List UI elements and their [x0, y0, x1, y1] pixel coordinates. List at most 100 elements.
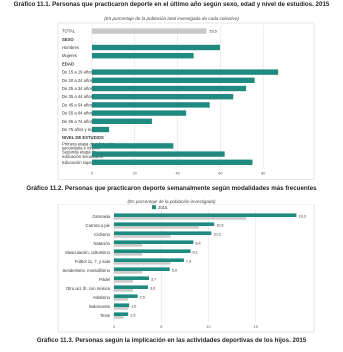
chart2-bar-secondary — [114, 280, 133, 283]
chart1-bar — [92, 118, 152, 124]
chart1-bar — [92, 77, 255, 83]
chart2-bar-secondary — [114, 262, 171, 265]
chart1-subtitle: (En porcentaje de la población total inv… — [104, 16, 239, 21]
chart2-x-tick: 10 — [206, 325, 210, 329]
chart2-value-label: 7,4 — [186, 259, 191, 263]
chart2-category-label: Gimnasia — [92, 214, 110, 219]
chart2-category-label: Fútbol 11, 7, y sala — [75, 259, 111, 264]
chart3-title: Gráfico 11.3. Personas según la implicac… — [36, 337, 307, 344]
chart1-bar — [92, 44, 220, 51]
chart2-bar-2015 — [114, 222, 215, 226]
chart1-bar — [92, 53, 194, 59]
chart1-row-label: NIVEL DE ESTUDIOS — [62, 135, 104, 140]
chart2-value-label: 2,5 — [140, 295, 145, 299]
chart1-x-tick: 40 — [175, 171, 179, 175]
chart1: 0 20 40 60 80 TOTAL 53,5 SEXO Hombres Mujeres EDAD… — [57, 22, 315, 180]
chart2-category-label: Tenis — [100, 313, 110, 318]
chart1-bar — [92, 159, 253, 165]
chart1-row-label: De 20 a 24 años — [62, 78, 93, 83]
chart2-value-label: 10,3 — [213, 232, 220, 236]
chart2-bar-secondary — [114, 271, 143, 274]
chart2-bar-2015 — [114, 285, 149, 289]
chart2-bar-secondary — [114, 217, 247, 220]
chart2-value-label: 8,4 — [195, 241, 200, 245]
chart1-value-label: 53,5 — [209, 30, 216, 34]
chart2-bar-2015 — [114, 312, 129, 316]
chart1-bar — [92, 94, 234, 100]
chart2-bar-2015 — [114, 213, 297, 217]
chart2-bar-2015 — [114, 303, 130, 307]
chart1-row-label: De 25 a 34 años — [62, 86, 93, 91]
chart1-x-tick: 60 — [218, 171, 222, 175]
chart2-category-label: Musculación, culturismo — [65, 250, 110, 255]
chart1-row-label-cont: educación secundaria — [62, 154, 103, 159]
chart1-total-bar — [92, 28, 207, 34]
chart2-category-label: Natación — [93, 241, 110, 246]
chart1-row-label-cont: secundaria e inferior — [62, 146, 101, 151]
chart2-value-label: 8,1 — [193, 250, 198, 254]
chart1-row-label: De 35 a 44 años — [62, 94, 93, 99]
chart2-category-label: Baloncesto — [89, 304, 110, 309]
chart2-value-label: 5,9 — [172, 268, 177, 272]
chart1-title: Gráfico 11.1. Personas que practicaron d… — [13, 1, 330, 8]
chart2-category-label: Otra act. fit. con música — [66, 286, 111, 291]
chart2-bar-secondary — [114, 244, 143, 247]
chart2-bar-secondary — [114, 226, 200, 229]
chart1-row-label: De 65 a 74 años — [62, 119, 93, 124]
chart2-bar-2015 — [114, 249, 191, 253]
chart2-frame — [57, 204, 315, 333]
chart1-row-label: De 55 a 64 años — [62, 111, 93, 116]
chart2-bar-secondary — [114, 316, 124, 319]
chart1-row-label: De 15 a 19 años — [62, 70, 93, 75]
chart1-row-label: De 45 a 54 años — [62, 102, 93, 107]
chart1-bar — [92, 126, 110, 133]
chart2-value-label: 19,3 — [298, 214, 305, 218]
chart1-row-label: TOTAL — [62, 29, 76, 34]
chart2-value-label: 3,6 — [150, 286, 155, 290]
chart2-bar-2015 — [114, 258, 184, 262]
chart2-bar-secondary — [114, 298, 129, 301]
chart2-bar-2015 — [114, 294, 138, 298]
chart2-value-label: 1,5 — [130, 313, 135, 317]
chart2: 0 5 10 15 2015 Gimnasia 19,3 Carrera a pie 10,6 C… — [57, 204, 315, 333]
chart2-category-label: Pádel — [99, 277, 110, 282]
chart1-bar — [92, 85, 247, 92]
chart1-bar — [92, 151, 225, 157]
chart1-row-label: Primera etapa de educación — [62, 141, 115, 146]
chart1-frame — [57, 22, 315, 180]
chart1-x-tick: 0 — [91, 171, 93, 175]
chart2-category-label: Senderismo, montañismo — [63, 268, 111, 273]
chart1-row-label: Hombres — [62, 45, 79, 50]
chart2-bar-2015 — [114, 276, 149, 280]
chart1-bar — [92, 69, 279, 75]
chart1-x-tick: 80 — [261, 171, 265, 175]
chart2-x-tick: 15 — [254, 325, 258, 329]
chart2-x-tick: 0 — [113, 325, 115, 329]
chart2-bar-secondary — [114, 253, 143, 256]
chart1-row-label: De 75 años y más — [62, 127, 96, 132]
chart2-x-tick: 5 — [160, 325, 162, 329]
chart1-x-tick: 20 — [133, 171, 137, 175]
chart1-row-label: EDAD — [62, 61, 74, 66]
chart2-bar-secondary — [114, 289, 133, 292]
chart2-bar-secondary — [114, 235, 171, 238]
chart1-bar — [92, 110, 187, 116]
chart2-legend-label: 2015 — [158, 205, 168, 210]
chart1-row-label: Mujeres — [62, 53, 77, 58]
chart2-value-label: 10,6 — [216, 223, 223, 227]
chart2-bar-secondary — [114, 307, 129, 310]
chart2-category-label: Ciclismo — [94, 232, 110, 237]
chart1-row-label: Educación superior — [62, 160, 98, 165]
chart1-row-label: SEXO — [62, 37, 74, 42]
chart2-category-label: Carrera a pie — [86, 223, 111, 228]
chart2-category-label: Atletismo — [93, 295, 111, 300]
chart1-bar — [92, 143, 174, 149]
chart2-subtitle: (En porcentaje de la población investiga… — [127, 199, 216, 204]
chart2-value-label: 1,6 — [131, 304, 136, 308]
chart2-title: Gráfico 11.2. Personas que practicaron d… — [26, 185, 317, 192]
chart2-bar-2015 — [114, 267, 170, 271]
chart2-value-label: 3,7 — [151, 277, 156, 281]
chart2-bar-2015 — [114, 231, 212, 235]
chart1-bar — [92, 102, 210, 108]
chart2-bar-2015 — [114, 240, 194, 244]
